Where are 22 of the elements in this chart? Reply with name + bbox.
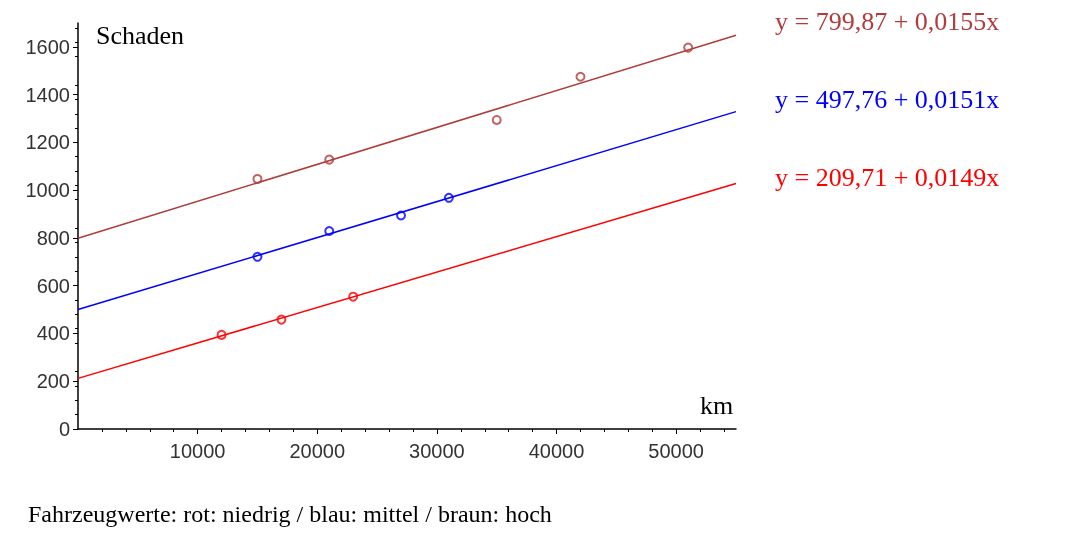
text: y = 209,71 + 0,0149x [775,162,1000,192]
y-tick-label: 400 [36,322,70,345]
text: y = 799,87 + 0,0155x [775,6,1000,36]
x-axis-title: km [700,390,734,420]
point [491,114,502,125]
y-tick-label: 600 [36,274,70,297]
point [575,71,586,82]
y-axis-title: Schaden [96,20,185,50]
y-tick-label: 1200 [25,131,70,154]
x-tick-label: 10000 [169,440,226,462]
y-tick-label: 1600 [25,35,70,58]
y-tick-label: 800 [36,226,70,249]
y-tick-label: 1000 [25,179,70,202]
y-tick-label: 1400 [25,83,70,106]
y-tick-label: 200 [36,370,70,393]
text: Fahrzeugwerte: rot: niedrig / blau: mittel / braun: hoch [28,501,552,527]
y-tick-label: 0 [58,418,70,440]
x-tick-label: 40000 [528,440,585,462]
x-tick-label: 30000 [409,440,465,462]
text: y = 497,76 + 0,0151x [775,84,1000,114]
x-tick-label: 50000 [648,440,704,462]
x-tick-label: 20000 [289,440,346,462]
